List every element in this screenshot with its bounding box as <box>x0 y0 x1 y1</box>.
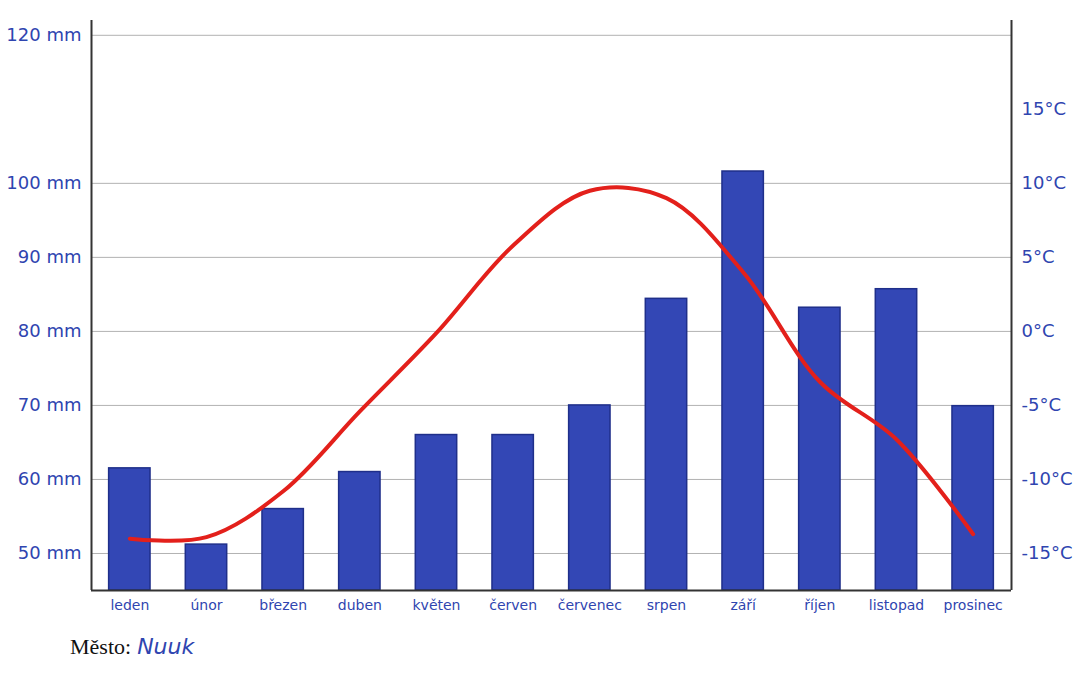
svg-text:květen: květen <box>413 597 461 613</box>
svg-text:duben: duben <box>338 597 382 613</box>
svg-text:-10°C: -10°C <box>1022 468 1073 489</box>
svg-text:červenec: červenec <box>558 597 622 613</box>
svg-text:5°C: 5°C <box>1022 246 1055 267</box>
svg-text:únor: únor <box>190 597 222 613</box>
svg-text:15°C: 15°C <box>1022 98 1066 119</box>
svg-text:10°C: 10°C <box>1022 172 1066 193</box>
svg-text:50 mm: 50 mm <box>18 542 82 563</box>
svg-text:-15°C: -15°C <box>1022 542 1073 563</box>
svg-text:září: září <box>730 597 757 613</box>
svg-text:srpen: srpen <box>647 597 686 613</box>
svg-text:listopad: listopad <box>869 597 924 613</box>
svg-text:březen: březen <box>259 597 307 613</box>
svg-text:červen: červen <box>489 597 537 613</box>
svg-text:-5°C: -5°C <box>1022 394 1062 415</box>
svg-text:70 mm: 70 mm <box>18 394 82 415</box>
svg-text:80 mm: 80 mm <box>18 320 82 341</box>
svg-text:leden: leden <box>110 597 149 613</box>
svg-text:90 mm: 90 mm <box>18 246 82 267</box>
html-text:Město: Nuuk: Město: Nuuk <box>70 634 195 659</box>
svg-text:60 mm: 60 mm <box>18 468 82 489</box>
svg-text:říjen: říjen <box>804 597 835 613</box>
svg-text:100 mm: 100 mm <box>6 172 81 193</box>
svg-text:0°C: 0°C <box>1022 320 1055 341</box>
svg-text:120 mm: 120 mm <box>6 24 81 45</box>
svg-text:prosinec: prosinec <box>944 597 1003 613</box>
